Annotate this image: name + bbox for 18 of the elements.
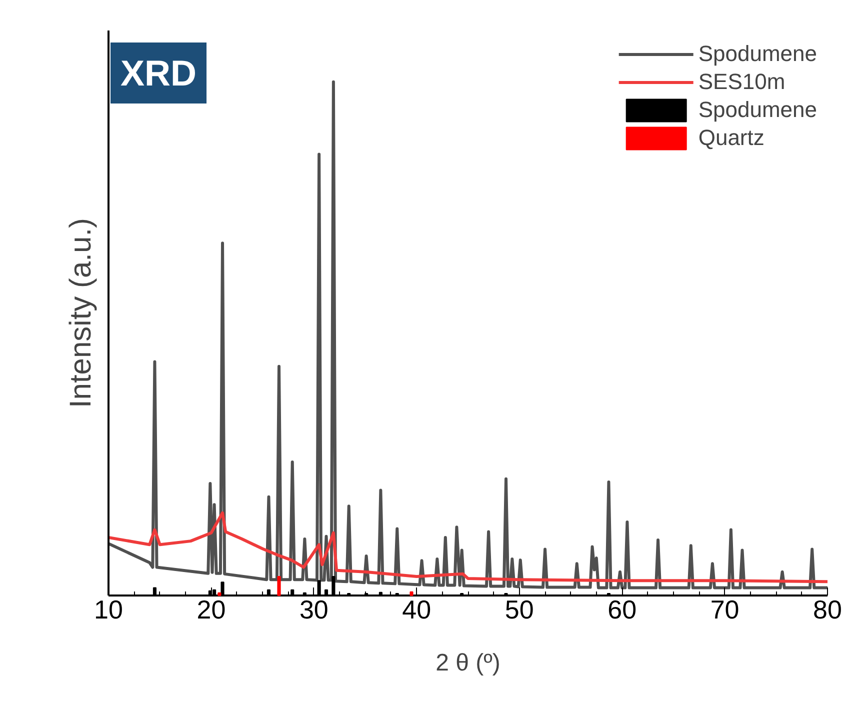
legend-label: SES10m bbox=[698, 69, 786, 95]
legend-label: Quartz bbox=[698, 125, 764, 151]
x-tick-label: 80 bbox=[813, 594, 842, 624]
bar bbox=[218, 592, 222, 596]
x-tick-label: 40 bbox=[402, 594, 432, 624]
bar bbox=[277, 576, 281, 596]
x-tick-label: 20 bbox=[196, 594, 226, 624]
x-tick-label: 60 bbox=[608, 594, 637, 624]
chart-title: XRD bbox=[120, 52, 197, 94]
x-tick-label: 70 bbox=[710, 594, 740, 624]
y-axis-title: Intensity (a.u.) bbox=[64, 218, 98, 408]
legend-label: Spodumene bbox=[698, 41, 817, 67]
legend-label: Spodumene bbox=[698, 97, 817, 123]
x-axis-title: 2 θ (º) bbox=[436, 650, 500, 676]
x-tick-label: 50 bbox=[504, 594, 534, 624]
x-tick-label: 10 bbox=[94, 594, 123, 624]
x-tick-label: 30 bbox=[299, 594, 328, 624]
bar bbox=[410, 591, 414, 596]
